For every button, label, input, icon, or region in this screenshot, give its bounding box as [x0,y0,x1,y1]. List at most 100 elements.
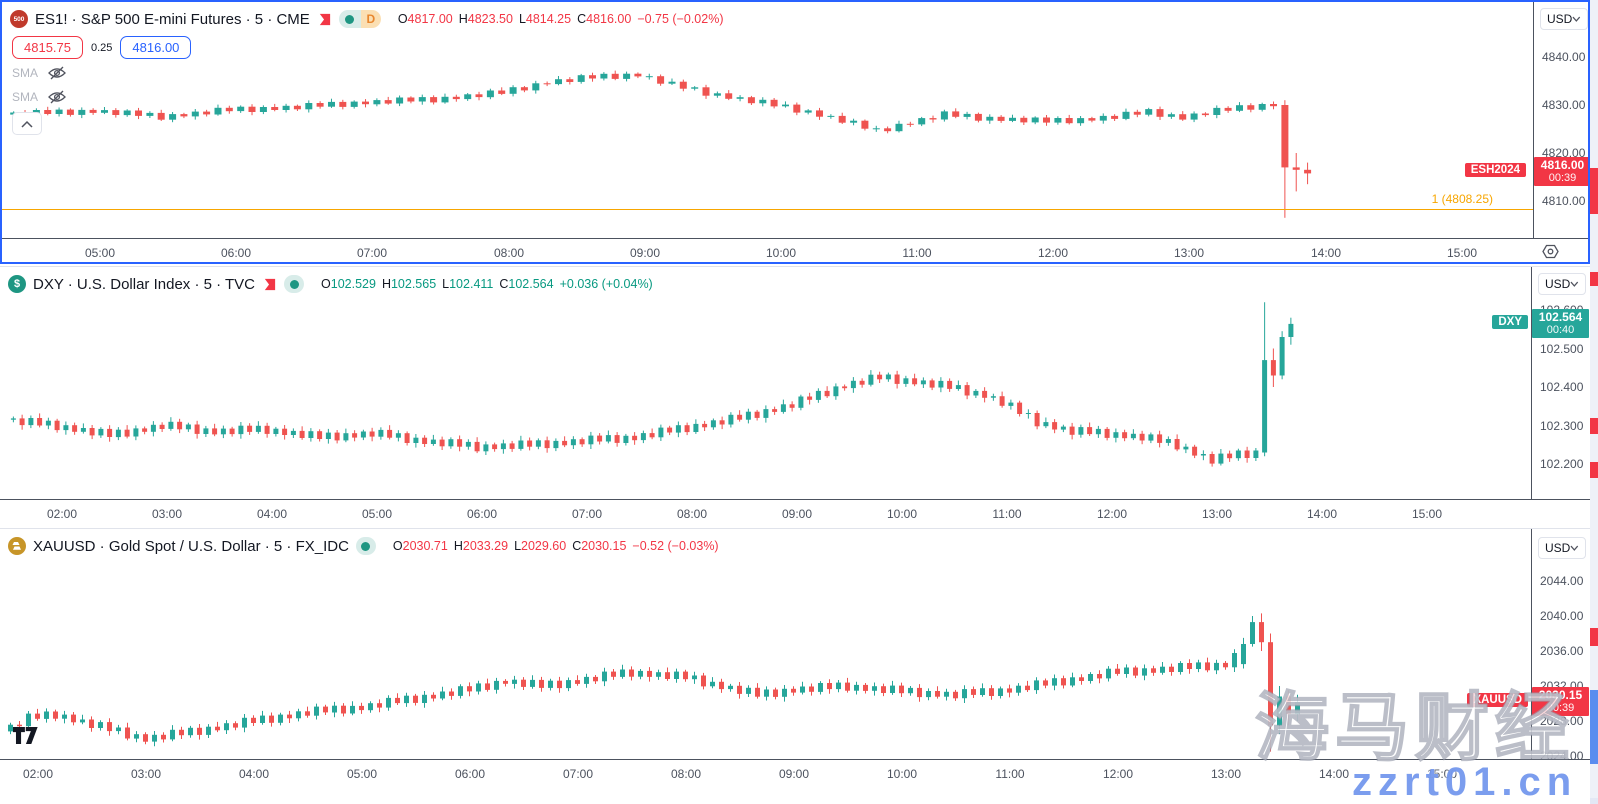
chevron-down-icon [1570,545,1579,551]
position-line-label: 1 (4808.25) [1431,192,1493,207]
symbol-title-xauusd[interactable]: XAUUSD · Gold Spot / U.S. Dollar · 5 · F… [33,537,349,555]
spread-value: 0.25 [91,41,113,54]
symbol-title-dxy[interactable]: DXY · U.S. Dollar Index · 5 · TVC [33,275,256,293]
time-tick-label: 06:00 [466,507,498,521]
tradingview-logo[interactable] [13,727,43,752]
time-tick-label: 09:00 [781,507,813,521]
price-tick-label: 4840.00 [1542,50,1586,64]
price-tick-label: 102.200 [1540,457,1584,471]
time-tick-label: 11:00 [902,246,932,260]
price-tick-label: 2028.00 [1540,713,1584,728]
bar-countdown: 00:39 [1548,172,1577,185]
symbol-logo-es: 500 [10,10,28,28]
eye-off-icon[interactable] [48,90,66,104]
price-tick-label: 2044.00 [1540,573,1584,588]
ohlc-readout-xauusd: O2030.71 H2033.29 L2029.60 C2030.15 −0.5… [392,539,719,553]
ohlc-readout-es: O4817.00 H4823.50 L4814.25 C4816.00 −0.7… [397,12,724,26]
time-tick-label: 13:00 [1173,246,1205,260]
price-tick-label: 102.500 [1540,341,1584,356]
clipped-ui-fragment [1590,462,1598,478]
time-tick-label: 14:00 [1318,767,1350,781]
price-tick-label: 2036.00 [1540,643,1584,658]
clipped-ui-fragment [1590,272,1598,286]
indicator-row-sma-1[interactable]: SMA [12,66,66,80]
change-value: −0.75 (−0.02%) [637,12,724,26]
sell-button[interactable]: 4815.75 [12,36,83,59]
collapse-toolbar-button[interactable] [12,112,42,135]
symbol-header-dxy: $ DXY · U.S. Dollar Index · 5 · TVC O102… [8,273,653,295]
indicator-row-sma-2[interactable]: SMA [12,90,66,104]
price-tick-label: 102.300 [1540,418,1584,433]
market-status-dot-icon[interactable] [338,10,361,28]
flag-icon[interactable] [317,12,332,27]
chevron-down-icon [1570,281,1579,287]
contract-label: ESH2024 [1464,163,1526,178]
time-tick-label: 08:00 [676,507,708,521]
symbol-header-es: 500 ES1! · S&P 500 E-mini Futures · 5 · … [10,8,723,30]
time-tick-label: 03:00 [151,507,183,521]
indicator-label: SMA [12,66,39,80]
trade-buttons: 4815.75 0.25 4816.00 [12,36,192,59]
currency-select[interactable]: USD [1540,8,1588,30]
candlestick-chart-xauusd[interactable] [0,529,1531,759]
time-tick-label: 08:00 [670,767,702,781]
flag-icon[interactable] [262,277,277,292]
last-price-tag-es: 4816.00 00:39 [1534,157,1588,187]
symbol-tag-label: XAUUSD [1467,693,1528,708]
chart-panel-xauusd: XAUUSD · Gold Spot / U.S. Dollar · 5 · F… [0,528,1590,804]
price-tick-label: 4820.00 [1542,146,1586,160]
ohlc-readout-dxy: O102.529 H102.565 L102.411 C102.564 +0.0… [321,277,653,291]
price-scale-es[interactable]: USD 4840.00 4830.00 4820.00 4810.00 [1533,2,1588,238]
time-tick-label: 10:00 [886,767,918,781]
position-line[interactable] [2,209,1533,211]
chevron-up-icon [21,120,33,128]
market-status-dot-icon[interactable] [355,537,376,555]
time-tick-label: 14:00 [1306,507,1338,521]
clipped-ui-fragment [1590,168,1598,214]
symbol-title-es[interactable]: ES1! · S&P 500 E-mini Futures · 5 · CME [35,10,310,28]
time-tick-label: 05:00 [346,767,378,781]
candlestick-chart-es[interactable] [2,2,1533,238]
price-scale-xauusd[interactable]: USD 2044.00 2040.00 2036.00 2032.00 2028.00 2… [1531,529,1590,763]
time-tick-label: 12:00 [1096,507,1128,521]
symbol-logo-dxy: $ [8,275,26,293]
indicator-label: SMA [12,90,39,104]
candlestick-chart-dxy[interactable] [0,267,1531,499]
time-tick-label: 08:00 [493,246,525,260]
time-axis-es[interactable]: 05:00 06:00 07:00 08:00 09:00 10:00 11:00 12:00… [2,238,1588,262]
time-tick-label: 15:00 [1426,767,1458,781]
time-axis-xauusd[interactable]: 02:00 03:00 04:00 05:00 06:00 07:00 08:00 09:00… [0,759,1590,804]
time-tick-label: 04:00 [256,507,288,521]
buy-button[interactable]: 4816.00 [120,36,192,59]
currency-select[interactable]: USD [1538,273,1586,295]
time-tick-label: 07:00 [571,507,603,521]
market-status-dot-icon[interactable] [284,275,305,293]
time-tick-label: 13:00 [1210,767,1242,781]
clipped-window-edge [1590,0,1598,804]
time-axis-dxy[interactable]: 02:00 03:00 04:00 05:00 06:00 07:00 08:00 09:00… [0,499,1590,528]
time-tick-label: 05:00 [361,507,393,521]
price-tick-label: 102.400 [1540,380,1584,394]
time-tick-label: 13:00 [1201,507,1233,521]
chart-settings-gear-icon[interactable] [1542,244,1559,262]
currency-select[interactable]: USD [1538,537,1586,559]
eye-off-icon[interactable] [48,66,66,80]
time-tick-label: 11:00 [992,507,1022,521]
time-tick-label: 15:00 [1411,507,1443,521]
symbol-logo-gold [8,537,26,555]
price-tick-label: 2040.00 [1540,608,1584,623]
time-tick-label: 11:00 [995,767,1025,781]
market-status-badges: D [338,10,381,28]
bar-countdown: 00:39 [1546,702,1575,715]
delayed-data-badge[interactable]: D [360,10,381,28]
last-price-tag-xauusd: 2030.15 00:39 [1532,687,1589,717]
time-tick-label: 06:00 [220,246,252,260]
last-price-tag-dxy: 102.564 00:40 [1532,308,1589,338]
time-tick-label: 12:00 [1037,246,1069,260]
time-tick-label: 07:00 [356,246,388,260]
time-tick-label: 03:00 [130,767,162,781]
chart-panel-dxy: $ DXY · U.S. Dollar Index · 5 · TVC O102… [0,266,1590,528]
clipped-ui-fragment [1590,418,1598,434]
